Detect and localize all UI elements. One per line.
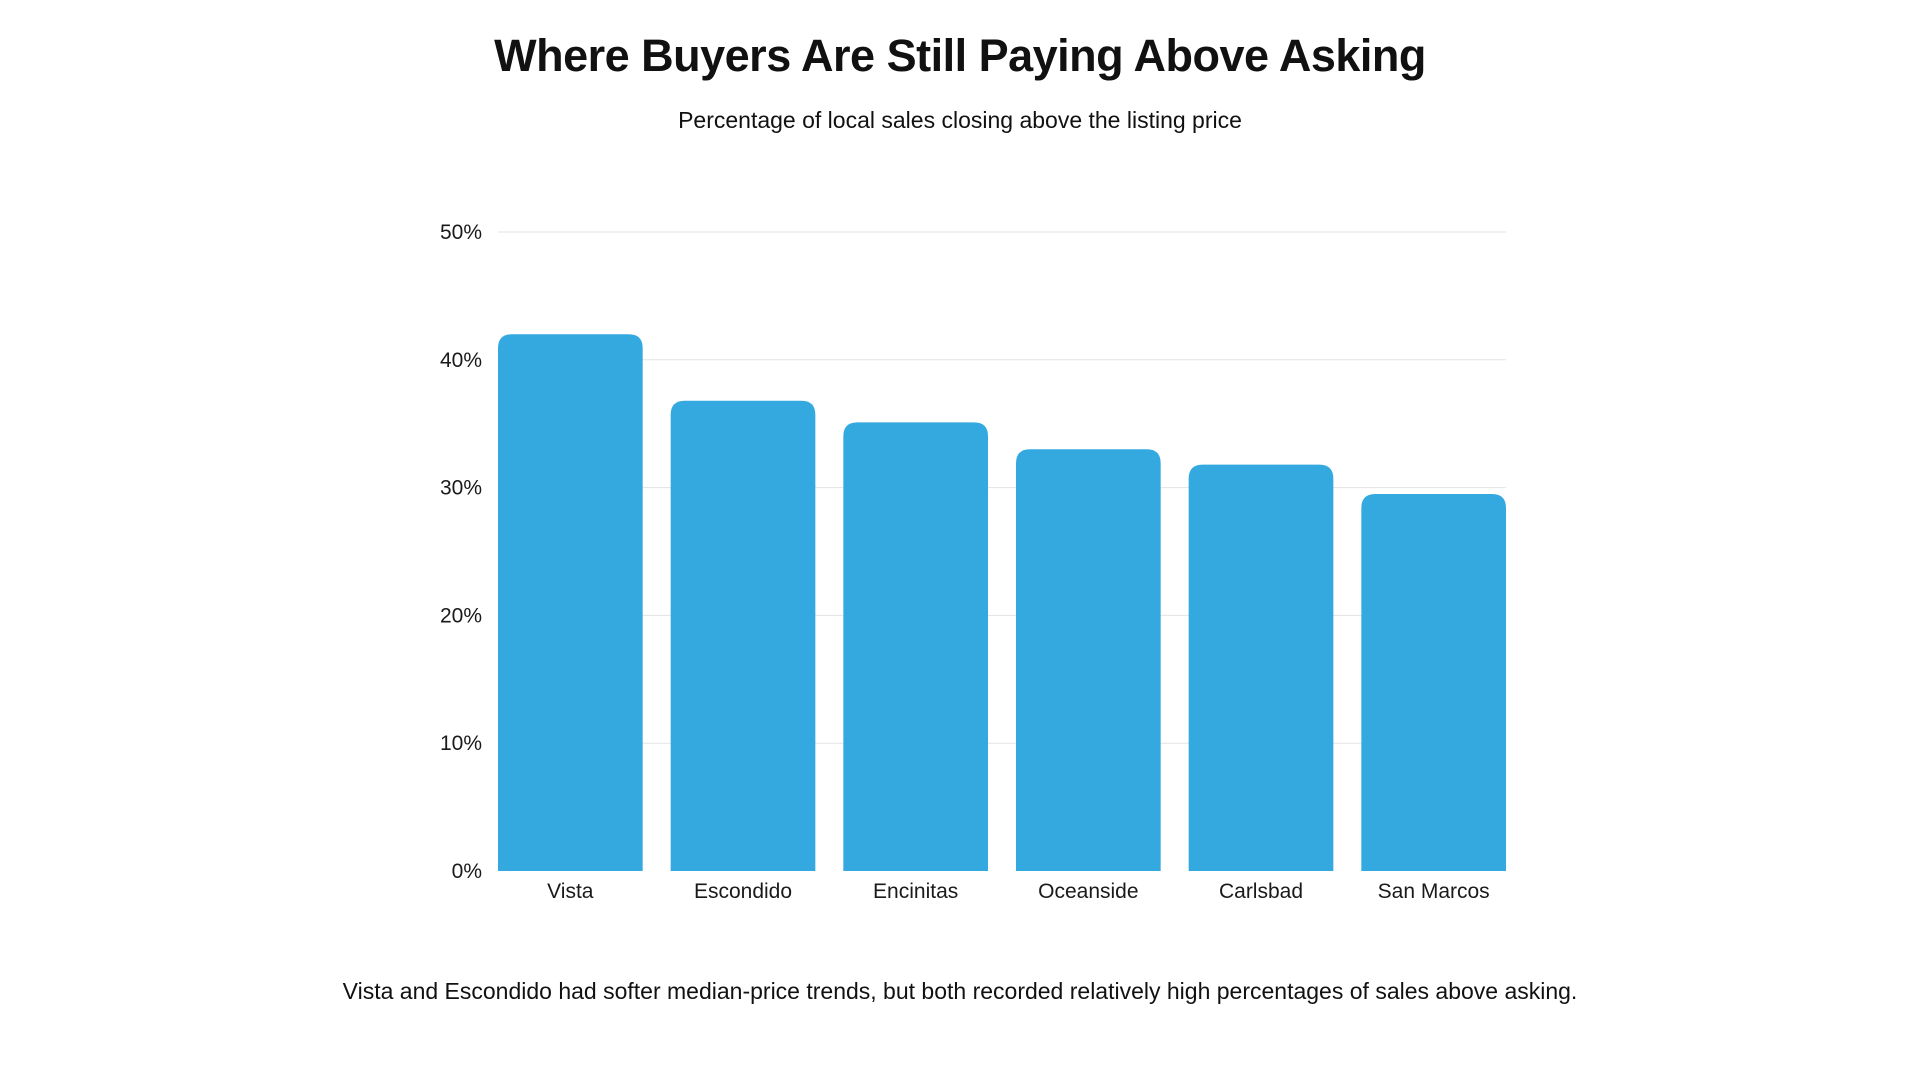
x-category-label: Encinitas (873, 880, 958, 903)
y-tick-label: 50% (440, 221, 482, 244)
x-category-label: Escondido (694, 880, 792, 903)
bar-encinitas (843, 422, 988, 871)
bar-san-marcos (1361, 493, 1506, 871)
y-tick-label: 0% (452, 860, 482, 883)
y-tick-label: 30% (440, 477, 482, 500)
x-category-label: San Marcos (1378, 880, 1490, 903)
bar-escondido (670, 400, 816, 871)
y-tick-label: 10% (440, 732, 482, 755)
bar-vista (498, 334, 643, 871)
bars (498, 334, 1506, 871)
x-category-label: Oceanside (1038, 880, 1138, 903)
y-tick-label: 40% (440, 349, 482, 372)
y-axis-ticks: 0% 10% 20% 30% 40% 50% (440, 221, 482, 883)
bar-carlsbad (1188, 464, 1334, 871)
gridlines (498, 231, 1506, 744)
x-axis-labels: Vista Escondido Encinitas Oceanside Carlsbad… (547, 880, 1490, 903)
y-tick-label: 20% (440, 604, 482, 627)
bar-oceanside (1016, 449, 1161, 871)
x-category-label: Vista (547, 880, 594, 903)
chart-subtitle: Percentage of local sales closing above … (678, 107, 1242, 133)
x-category-label: Carlsbad (1219, 880, 1303, 903)
chart-title: Where Buyers Are Still Paying Above Aski… (494, 30, 1426, 81)
chart-footnote: Vista and Escondido had softer median-pr… (342, 978, 1578, 1004)
